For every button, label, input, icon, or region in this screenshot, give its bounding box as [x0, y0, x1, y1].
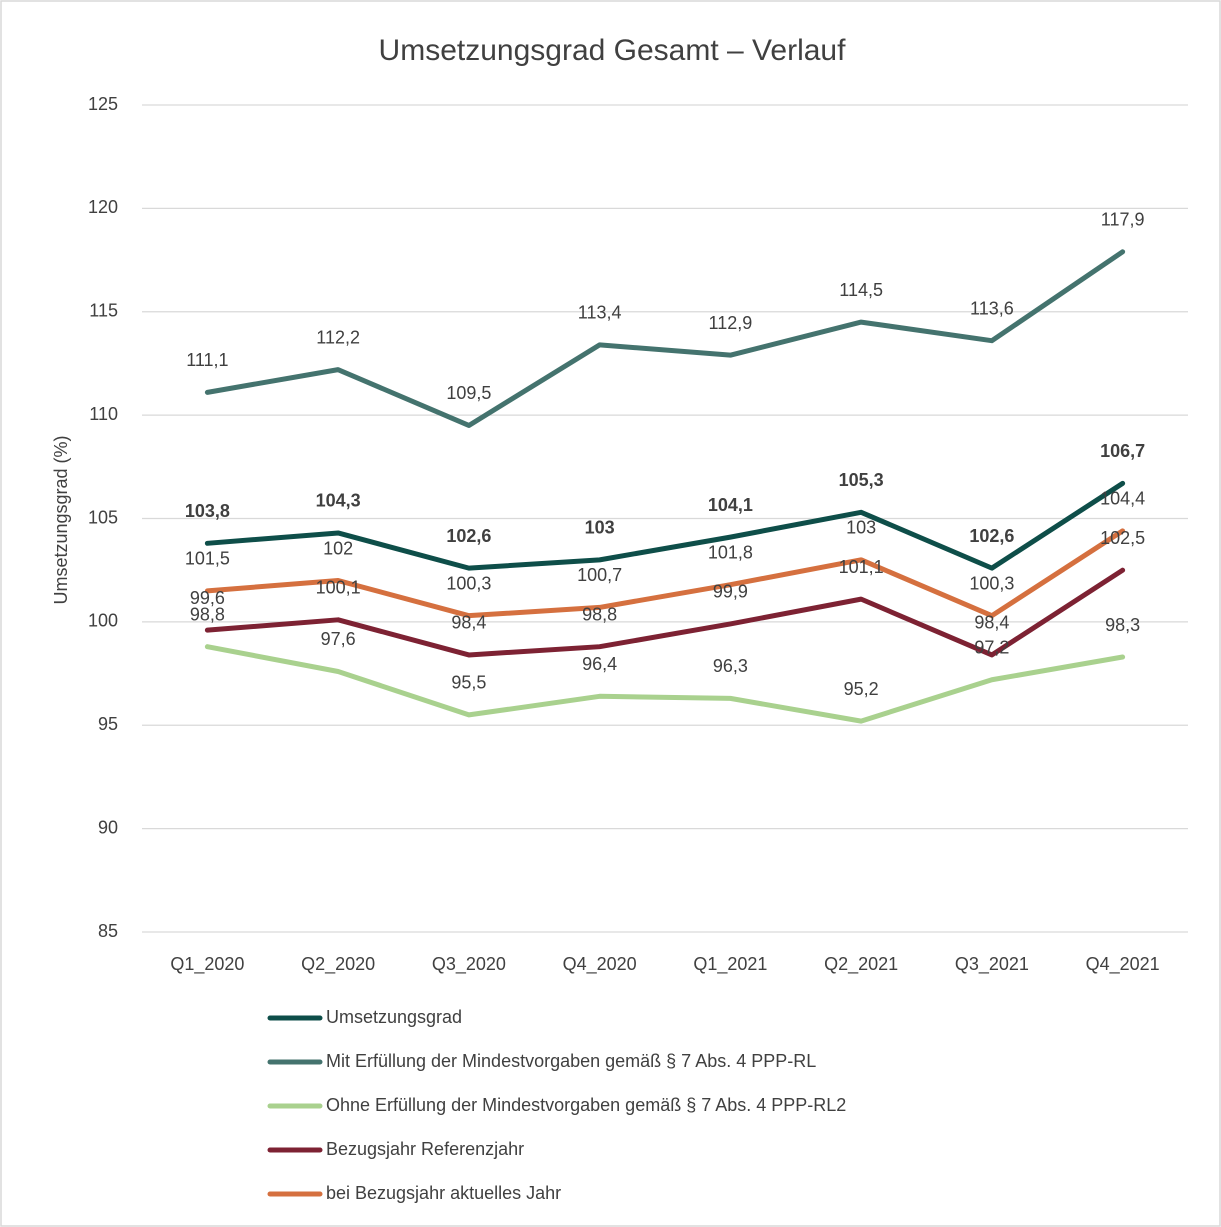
x-tick-label: Q1_2021: [693, 954, 767, 975]
data-label: 97,6: [321, 629, 356, 649]
series-line: [204, 567, 1126, 658]
x-tick-label: Q3_2021: [955, 954, 1029, 975]
data-label: 102,5: [1100, 528, 1145, 548]
data-label: 101,8: [708, 542, 753, 562]
legend-label: Bezugsjahr Referenzjahr: [326, 1139, 524, 1159]
chart-title: Umsetzungsgrad Gesamt – Verlauf: [379, 34, 847, 67]
data-label: 96,4: [582, 654, 617, 674]
x-tick-label: Q3_2020: [432, 954, 506, 975]
data-label: 101,1: [839, 557, 884, 577]
data-label: 100,3: [446, 573, 491, 593]
data-label: 106,7: [1100, 441, 1145, 461]
data-label: 104,4: [1100, 489, 1145, 509]
data-label: 104,3: [316, 491, 361, 511]
x-tick-label: Q4_2021: [1086, 954, 1160, 975]
data-label: 103: [846, 518, 876, 538]
y-axis-label: Umsetzungsgrad (%): [51, 435, 71, 604]
y-tick-label: 90: [98, 817, 118, 837]
data-label: 102: [323, 538, 353, 558]
series-line: [204, 480, 1126, 571]
data-label: 98,4: [974, 613, 1009, 633]
data-label: 102,6: [969, 526, 1014, 546]
x-tick-label: Q2_2021: [824, 954, 898, 975]
data-label: 98,8: [190, 604, 225, 624]
y-tick-label: 105: [88, 507, 118, 527]
data-label: 104,1: [708, 495, 753, 515]
data-label: 101,5: [185, 549, 230, 569]
y-tick-label: 125: [88, 94, 118, 114]
data-label: 99,6: [190, 588, 225, 608]
legend-label: Umsetzungsgrad: [326, 1007, 462, 1027]
data-label: 100,7: [577, 565, 622, 585]
y-tick-label: 115: [89, 301, 118, 321]
y-tick-label: 95: [98, 714, 118, 734]
data-label: 100,3: [969, 573, 1014, 593]
data-label: 112,9: [709, 313, 753, 333]
data-label: 98,4: [451, 613, 486, 633]
data-label: 105,3: [839, 470, 884, 490]
data-label: 98,3: [1105, 615, 1140, 635]
series-line: [204, 528, 1126, 619]
data-label: 95,5: [451, 673, 486, 693]
data-label: 111,1: [186, 350, 228, 370]
data-label: 109,5: [446, 383, 491, 403]
series-line: [204, 249, 1126, 428]
y-tick-label: 100: [88, 611, 118, 631]
legend-label: Ohne Erfüllung der Mindestvorgaben gemäß…: [326, 1095, 846, 1115]
x-tick-label: Q1_2020: [170, 954, 244, 975]
data-label: 112,2: [316, 327, 360, 347]
data-label: 97,2: [974, 638, 1009, 658]
data-label: 102,6: [446, 526, 491, 546]
data-label: 96,3: [713, 656, 748, 676]
legend-label: Mit Erfüllung der Mindestvorgaben gemäß …: [326, 1051, 816, 1071]
data-label: 117,9: [1101, 210, 1145, 230]
data-label: 100,1: [316, 578, 361, 598]
data-label: 103: [585, 518, 615, 538]
data-label: 99,9: [713, 582, 748, 602]
y-tick-label: 110: [89, 404, 118, 424]
data-label: 113,4: [578, 303, 622, 323]
legend-label: bei Bezugsjahr aktuelles Jahr: [326, 1183, 561, 1203]
series-line: [204, 644, 1126, 724]
data-label: 95,2: [844, 679, 879, 699]
y-tick-label: 85: [98, 921, 118, 941]
data-label: 113,6: [970, 298, 1014, 318]
data-label: 103,8: [185, 501, 230, 521]
y-tick-label: 120: [88, 197, 118, 217]
data-label: 114,5: [839, 280, 883, 300]
x-tick-label: Q4_2020: [563, 954, 637, 975]
x-tick-label: Q2_2020: [301, 954, 375, 975]
data-label: 98,8: [582, 604, 617, 624]
